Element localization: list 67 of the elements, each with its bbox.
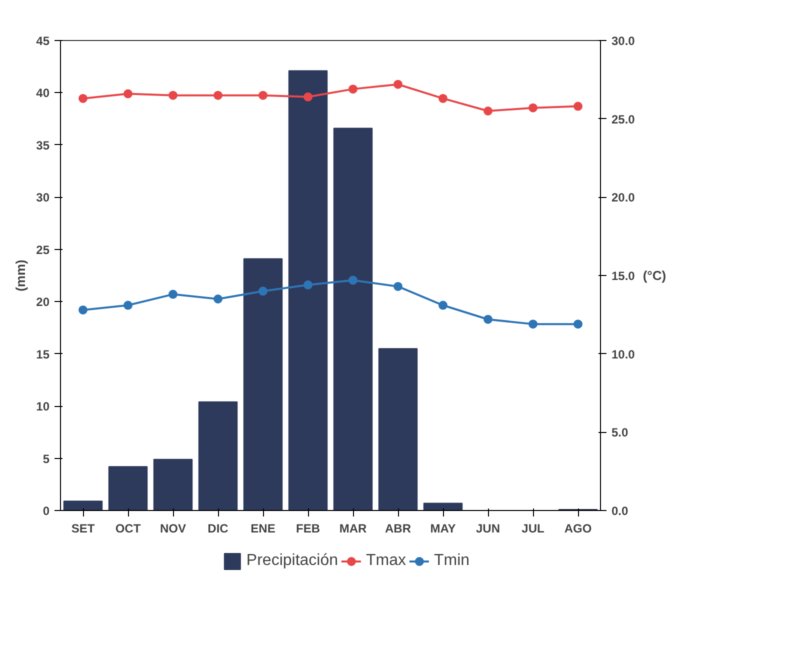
point [78, 305, 88, 314]
point [214, 294, 222, 304]
point [348, 84, 358, 94]
y-tick-label: 0 [42, 504, 50, 518]
y2-tick-label: 20.0 [612, 190, 636, 205]
x-tick-label: ABR [385, 522, 412, 536]
point [438, 94, 448, 103]
point [528, 103, 538, 112]
x-tick-label: NOV [160, 522, 186, 536]
y-axis-title: (mm) [13, 260, 28, 292]
bar [63, 500, 103, 510]
y-tick-label: 25 [36, 242, 50, 257]
y-tick-label: 45 [36, 34, 50, 48]
y-tick-label: 35 [36, 138, 50, 152]
x-tick-label: FEB [296, 522, 320, 536]
y2-tick-label: 5.0 [612, 426, 629, 440]
point [484, 106, 492, 116]
bar [378, 348, 418, 510]
bar [153, 458, 193, 510]
y2-tick-label: 10.0 [612, 347, 636, 362]
x-tick-label: ENE [250, 522, 276, 536]
point [528, 320, 538, 329]
y2-axis-title: (°C) [642, 268, 666, 283]
point [484, 314, 492, 324]
y2-tick-label: 25.0 [612, 112, 636, 126]
y-tick-label: 10 [36, 400, 50, 414]
point [168, 90, 178, 100]
x-tick-label: JUL [522, 522, 544, 536]
point [124, 300, 132, 310]
y2-tick-label: 15.0 [612, 269, 636, 283]
legend-label: Tmax [366, 552, 406, 570]
point [78, 94, 88, 103]
y-tick-label: 40 [36, 86, 50, 100]
point [124, 89, 132, 98]
x-tick-label: MAY [430, 522, 456, 536]
bar [243, 258, 283, 510]
point [304, 92, 312, 102]
y-tick-label: 20 [36, 295, 50, 310]
x-tick-label: JUN [476, 522, 500, 536]
point [574, 102, 582, 111]
point [348, 276, 358, 285]
point [258, 90, 268, 100]
bar [108, 466, 148, 510]
point [394, 80, 402, 89]
bar [198, 401, 238, 510]
point [168, 290, 178, 299]
x-tick-label: AGO [564, 522, 592, 536]
point [214, 90, 222, 100]
y-tick-label: 15 [36, 347, 50, 362]
x-tick-label: MAR [339, 522, 367, 536]
legend-label: Precipitación [246, 552, 338, 570]
point [394, 282, 402, 291]
point [574, 320, 582, 329]
x-tick-label: OCT [115, 522, 142, 536]
bar [423, 502, 463, 510]
x-tick-label: DIC [208, 522, 229, 536]
y-tick-label: 30 [36, 190, 50, 205]
legend-label: Tmin [434, 552, 470, 570]
bar [288, 70, 328, 510]
y-tick-label: 5 [42, 452, 50, 466]
bar [333, 128, 373, 510]
y2-tick-label: 30.0 [612, 34, 636, 48]
point [304, 280, 312, 290]
point [258, 286, 268, 296]
y2-tick-label: 0.0 [612, 504, 629, 518]
x-tick-label: SET [71, 522, 96, 536]
point [438, 300, 448, 310]
